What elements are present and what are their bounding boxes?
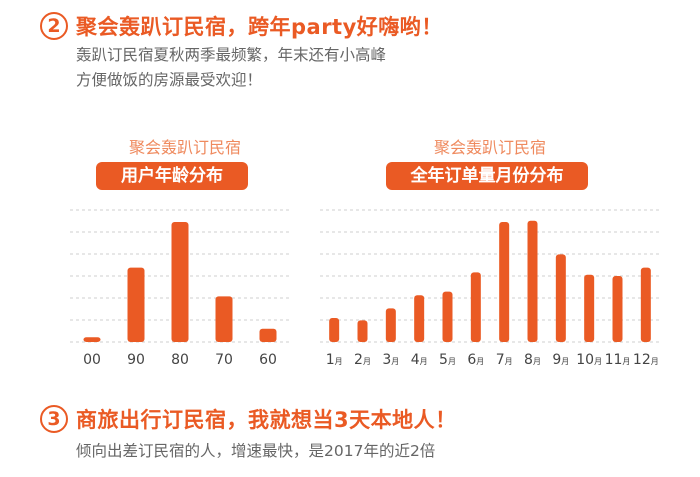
chart2-bar-4月 — [414, 295, 425, 342]
chart2-tick-label: 9月 — [552, 352, 569, 368]
section2-description: 轰趴订民宿夏秋两季最频繁，年末还有小高峰 方便做饭的房源最受欢迎！ — [76, 43, 386, 93]
chart2-bar-7月 — [499, 222, 510, 342]
chart1-tick-label: 00 — [83, 352, 101, 368]
chart2-bar-2月 — [357, 320, 368, 342]
chart1-bar-60 — [259, 328, 277, 342]
chart1-bar-80 — [171, 222, 189, 342]
chart1-tick-label: 70 — [215, 352, 233, 368]
chart2-tick-label: 4月 — [411, 352, 428, 368]
chart1-bar-70 — [215, 296, 233, 342]
chart1-tick-label: 90 — [127, 352, 145, 368]
chart2-tick-label: 1月 — [326, 352, 343, 368]
chart2-tick-label: 3月 — [382, 352, 399, 368]
chart2-bar-5月 — [442, 291, 453, 342]
section2-header: 2 聚会轰趴订民宿，跨年party好嗨哟！ — [40, 11, 443, 41]
chart2-bar-8月 — [527, 220, 538, 342]
chart1-bar-90 — [127, 267, 145, 342]
section2-number: 2 — [47, 15, 61, 37]
chart2-bar-12月 — [640, 267, 651, 342]
chart2-subtitle: 聚会轰趴订民宿 — [433, 138, 546, 157]
chart2-tick-label: 12月 — [633, 352, 659, 368]
section3-number-badge: 3 — [40, 405, 68, 433]
chart2-bar-10月 — [584, 274, 595, 342]
chart2-bar-11月 — [612, 276, 623, 342]
section3-desc-line1: 倾向出差订民宿的人，增速最快，是2017年的近2倍 — [76, 442, 436, 460]
chart2-title: 全年订单量月份分布 — [386, 162, 588, 190]
section2-desc-line2: 方便做饭的房源最受欢迎！ — [76, 71, 263, 89]
chart2-tick-label: 8月 — [524, 352, 541, 368]
chart1-title: 用户年龄分布 — [96, 162, 248, 190]
chart1-subtitle: 聚会轰趴订民宿 — [128, 138, 241, 157]
section2-title: 聚会轰趴订民宿，跨年party好嗨哟！ — [76, 15, 443, 39]
section3-number: 3 — [47, 408, 61, 430]
chart2-tick-label: 10月 — [576, 352, 602, 368]
chart2-tick-label: 2月 — [354, 352, 371, 368]
chart2-bar-3月 — [385, 308, 396, 342]
section3-header: 3 商旅出行订民宿，我就想当3天本地人！ — [40, 404, 457, 434]
section3-title: 商旅出行订民宿，我就想当3天本地人！ — [76, 408, 457, 432]
chart2-tick-label: 11月 — [605, 352, 631, 368]
chart2-tick-label: 7月 — [496, 352, 513, 368]
chart1-tick-label: 80 — [171, 352, 189, 368]
section3-description: 倾向出差订民宿的人，增速最快，是2017年的近2倍 — [76, 439, 435, 464]
chart1-tick-label: 60 — [259, 352, 277, 368]
section2-number-badge: 2 — [40, 12, 68, 40]
section2-desc-line1: 轰趴订民宿夏秋两季最频繁，年末还有小高峰 — [76, 46, 387, 64]
chart2-bar-6月 — [470, 272, 481, 342]
chart2-bar-1月 — [329, 318, 340, 342]
chart2-tick-label: 6月 — [467, 352, 484, 368]
chart1-bar-00 — [83, 337, 101, 342]
chart2-bar-9月 — [555, 254, 566, 342]
chart2-tick-label: 5月 — [439, 352, 456, 368]
